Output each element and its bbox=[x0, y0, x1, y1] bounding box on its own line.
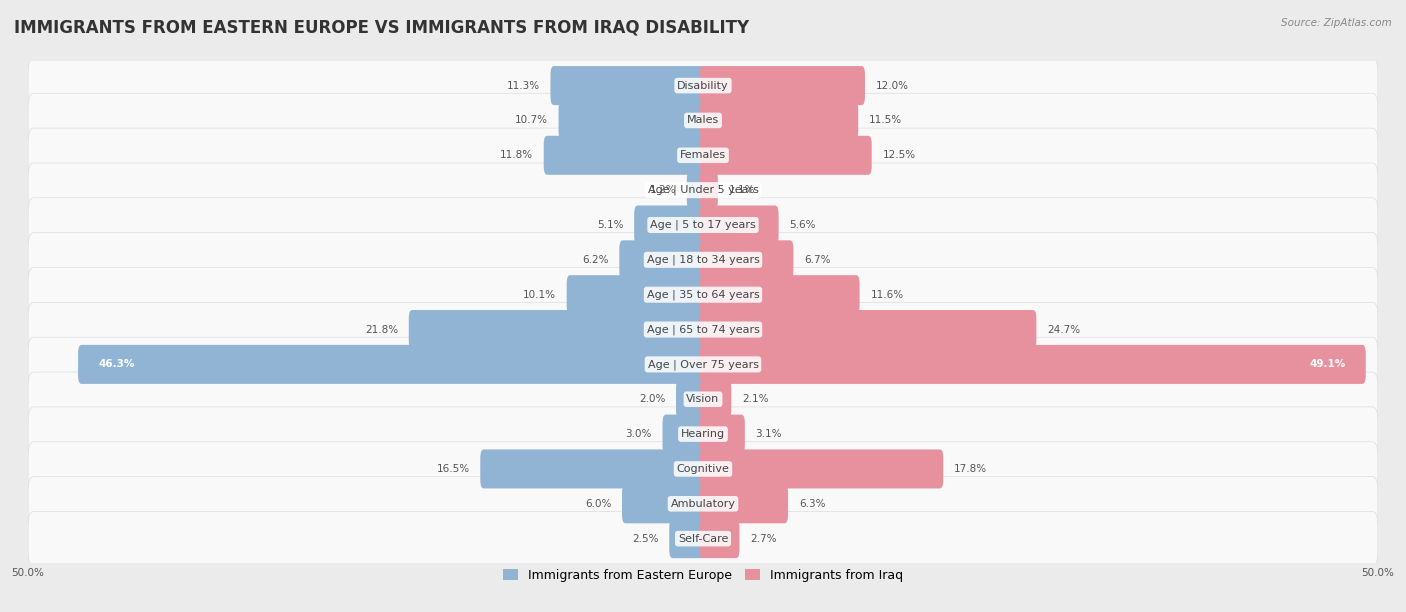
Text: Age | 18 to 34 years: Age | 18 to 34 years bbox=[647, 255, 759, 265]
FancyBboxPatch shape bbox=[700, 379, 731, 419]
FancyBboxPatch shape bbox=[558, 101, 706, 140]
Text: Age | Over 75 years: Age | Over 75 years bbox=[648, 359, 758, 370]
Text: 2.1%: 2.1% bbox=[742, 394, 769, 405]
Text: 12.5%: 12.5% bbox=[883, 151, 915, 160]
Text: 11.3%: 11.3% bbox=[506, 81, 540, 91]
FancyBboxPatch shape bbox=[700, 345, 1365, 384]
FancyBboxPatch shape bbox=[686, 171, 706, 210]
Text: Ambulatory: Ambulatory bbox=[671, 499, 735, 509]
Text: Age | Under 5 years: Age | Under 5 years bbox=[648, 185, 758, 195]
FancyBboxPatch shape bbox=[409, 310, 706, 349]
FancyBboxPatch shape bbox=[700, 66, 865, 105]
FancyBboxPatch shape bbox=[700, 449, 943, 488]
FancyBboxPatch shape bbox=[28, 198, 1378, 252]
Text: 6.2%: 6.2% bbox=[582, 255, 609, 265]
FancyBboxPatch shape bbox=[700, 136, 872, 175]
Text: 5.1%: 5.1% bbox=[598, 220, 623, 230]
FancyBboxPatch shape bbox=[619, 241, 706, 279]
FancyBboxPatch shape bbox=[544, 136, 706, 175]
Text: Source: ZipAtlas.com: Source: ZipAtlas.com bbox=[1281, 18, 1392, 28]
FancyBboxPatch shape bbox=[700, 101, 858, 140]
Text: 11.5%: 11.5% bbox=[869, 116, 903, 125]
Text: 10.7%: 10.7% bbox=[515, 116, 548, 125]
FancyBboxPatch shape bbox=[28, 302, 1378, 357]
FancyBboxPatch shape bbox=[28, 163, 1378, 217]
Text: 6.7%: 6.7% bbox=[804, 255, 831, 265]
FancyBboxPatch shape bbox=[28, 512, 1378, 566]
Text: Females: Females bbox=[681, 151, 725, 160]
Text: Age | 5 to 17 years: Age | 5 to 17 years bbox=[650, 220, 756, 230]
Text: 2.0%: 2.0% bbox=[638, 394, 665, 405]
FancyBboxPatch shape bbox=[481, 449, 706, 488]
FancyBboxPatch shape bbox=[700, 275, 859, 314]
FancyBboxPatch shape bbox=[28, 407, 1378, 461]
FancyBboxPatch shape bbox=[28, 442, 1378, 496]
FancyBboxPatch shape bbox=[700, 484, 787, 523]
Text: Self-Care: Self-Care bbox=[678, 534, 728, 543]
FancyBboxPatch shape bbox=[700, 171, 718, 210]
Legend: Immigrants from Eastern Europe, Immigrants from Iraq: Immigrants from Eastern Europe, Immigran… bbox=[498, 564, 908, 587]
FancyBboxPatch shape bbox=[28, 58, 1378, 113]
FancyBboxPatch shape bbox=[700, 310, 1036, 349]
Text: 24.7%: 24.7% bbox=[1047, 324, 1080, 335]
FancyBboxPatch shape bbox=[700, 241, 793, 279]
FancyBboxPatch shape bbox=[28, 337, 1378, 392]
Text: 1.2%: 1.2% bbox=[650, 185, 676, 195]
FancyBboxPatch shape bbox=[634, 206, 706, 245]
Text: 21.8%: 21.8% bbox=[364, 324, 398, 335]
FancyBboxPatch shape bbox=[28, 372, 1378, 427]
FancyBboxPatch shape bbox=[28, 128, 1378, 182]
Text: 3.1%: 3.1% bbox=[755, 429, 782, 439]
Text: Cognitive: Cognitive bbox=[676, 464, 730, 474]
Text: 16.5%: 16.5% bbox=[436, 464, 470, 474]
Text: 2.7%: 2.7% bbox=[751, 534, 776, 543]
FancyBboxPatch shape bbox=[28, 267, 1378, 322]
Text: 5.6%: 5.6% bbox=[789, 220, 815, 230]
FancyBboxPatch shape bbox=[28, 477, 1378, 531]
Text: 46.3%: 46.3% bbox=[98, 359, 135, 370]
Text: 17.8%: 17.8% bbox=[955, 464, 987, 474]
FancyBboxPatch shape bbox=[662, 414, 706, 453]
FancyBboxPatch shape bbox=[700, 519, 740, 558]
FancyBboxPatch shape bbox=[669, 519, 706, 558]
Text: 3.0%: 3.0% bbox=[626, 429, 652, 439]
Text: Vision: Vision bbox=[686, 394, 720, 405]
FancyBboxPatch shape bbox=[567, 275, 706, 314]
Text: Males: Males bbox=[688, 116, 718, 125]
Text: 11.8%: 11.8% bbox=[499, 151, 533, 160]
Text: Age | 35 to 64 years: Age | 35 to 64 years bbox=[647, 289, 759, 300]
FancyBboxPatch shape bbox=[28, 93, 1378, 147]
FancyBboxPatch shape bbox=[79, 345, 706, 384]
Text: 11.6%: 11.6% bbox=[870, 289, 904, 300]
Text: 6.3%: 6.3% bbox=[799, 499, 825, 509]
FancyBboxPatch shape bbox=[28, 233, 1378, 287]
Text: Disability: Disability bbox=[678, 81, 728, 91]
Text: Age | 65 to 74 years: Age | 65 to 74 years bbox=[647, 324, 759, 335]
Text: 49.1%: 49.1% bbox=[1309, 359, 1346, 370]
Text: 2.5%: 2.5% bbox=[631, 534, 658, 543]
FancyBboxPatch shape bbox=[700, 206, 779, 245]
Text: 6.0%: 6.0% bbox=[585, 499, 612, 509]
FancyBboxPatch shape bbox=[551, 66, 706, 105]
FancyBboxPatch shape bbox=[621, 484, 706, 523]
Text: 10.1%: 10.1% bbox=[523, 289, 555, 300]
FancyBboxPatch shape bbox=[700, 414, 745, 453]
FancyBboxPatch shape bbox=[676, 379, 706, 419]
Text: 12.0%: 12.0% bbox=[876, 81, 908, 91]
Text: 1.1%: 1.1% bbox=[728, 185, 755, 195]
Text: Hearing: Hearing bbox=[681, 429, 725, 439]
Text: IMMIGRANTS FROM EASTERN EUROPE VS IMMIGRANTS FROM IRAQ DISABILITY: IMMIGRANTS FROM EASTERN EUROPE VS IMMIGR… bbox=[14, 18, 749, 36]
